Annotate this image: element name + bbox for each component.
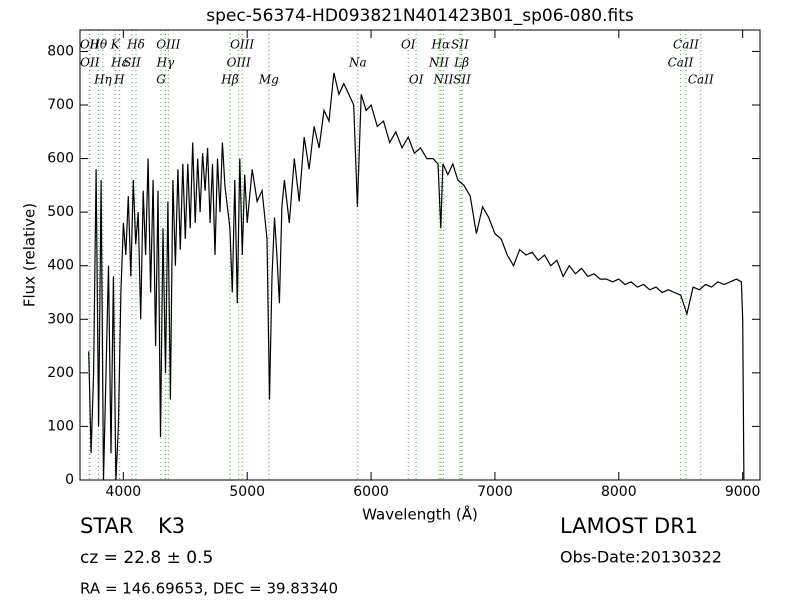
spectral-line-label: G (156, 73, 166, 87)
x-tick-label: 7000 (477, 484, 513, 500)
spectral-line-label: OI (401, 38, 416, 52)
y-axis-label: Flux (relative) (21, 203, 39, 307)
spectral-line-label: OIII (227, 56, 251, 70)
cz: cz = 22.8 ± 0.5 (80, 548, 213, 568)
coords: RA = 146.69653, DEC = 39.83340 (80, 580, 338, 598)
spectral-line-label: OIII (156, 38, 180, 52)
plot-frame (79, 29, 761, 481)
y-tick-label: 200 (47, 365, 74, 381)
spectral-line-label: Hθ (88, 38, 107, 52)
survey: LAMOST DR1 (560, 514, 698, 538)
spectral-line-label: Lβ (453, 56, 469, 70)
spectral-line-label: Na (348, 56, 367, 70)
spectral-line-label: SII (451, 38, 469, 52)
spectral-line-label: NII (428, 56, 449, 70)
y-tick-label: 400 (47, 258, 74, 274)
y-tick-label: 0 (65, 472, 74, 488)
chart-title: spec-56374-HD093821N401423B01_sp06-080.f… (206, 6, 634, 26)
spectral-line-label: Hβ (220, 73, 238, 87)
spectral-line-label: Hη (93, 73, 112, 87)
spectral-line-label: OIII (230, 38, 254, 52)
x-tick-label: 8000 (601, 484, 637, 500)
spectral-line-label: SII (123, 56, 141, 70)
y-tick-label: 300 (47, 311, 74, 327)
spectral-line-label: CaII (688, 73, 714, 87)
spectral-line-label: CaII (673, 38, 699, 52)
subclass: K3 (158, 514, 185, 538)
spectral-line-label: OII (80, 56, 100, 70)
x-tick-label: 5000 (229, 484, 265, 500)
x-tick-label: 9000 (725, 484, 761, 500)
spectral-line-label: OI (409, 73, 424, 87)
y-tick-label: 700 (47, 97, 74, 113)
spectral-line-label: H (113, 73, 125, 87)
x-tick-label: 6000 (353, 484, 389, 500)
spectral-line-label: NII (432, 73, 453, 87)
spectral-line-label: CaII (668, 56, 694, 70)
spectral-line-label: Mg (258, 73, 279, 87)
y-tick-label: 500 (47, 204, 74, 220)
spectral-line-label: SII (453, 73, 471, 87)
spectral-line-label: Hγ (156, 56, 175, 70)
y-tick-label: 600 (47, 151, 74, 167)
spectral-line-label: Hδ (126, 38, 145, 52)
x-tick-label: 4000 (106, 484, 142, 500)
x-axis-label: Wavelength (Å) (362, 505, 478, 524)
class: STAR (80, 514, 133, 538)
spectral-line-label: K (110, 38, 121, 52)
spectral-line-label: Hα (431, 38, 451, 52)
y-tick-label: 800 (47, 43, 74, 59)
spectrum-line (88, 72, 745, 480)
spectral-line-label: OII (80, 38, 100, 52)
y-tick-label: 100 (47, 418, 74, 434)
obs-date: Obs-Date:20130322 (560, 548, 722, 567)
